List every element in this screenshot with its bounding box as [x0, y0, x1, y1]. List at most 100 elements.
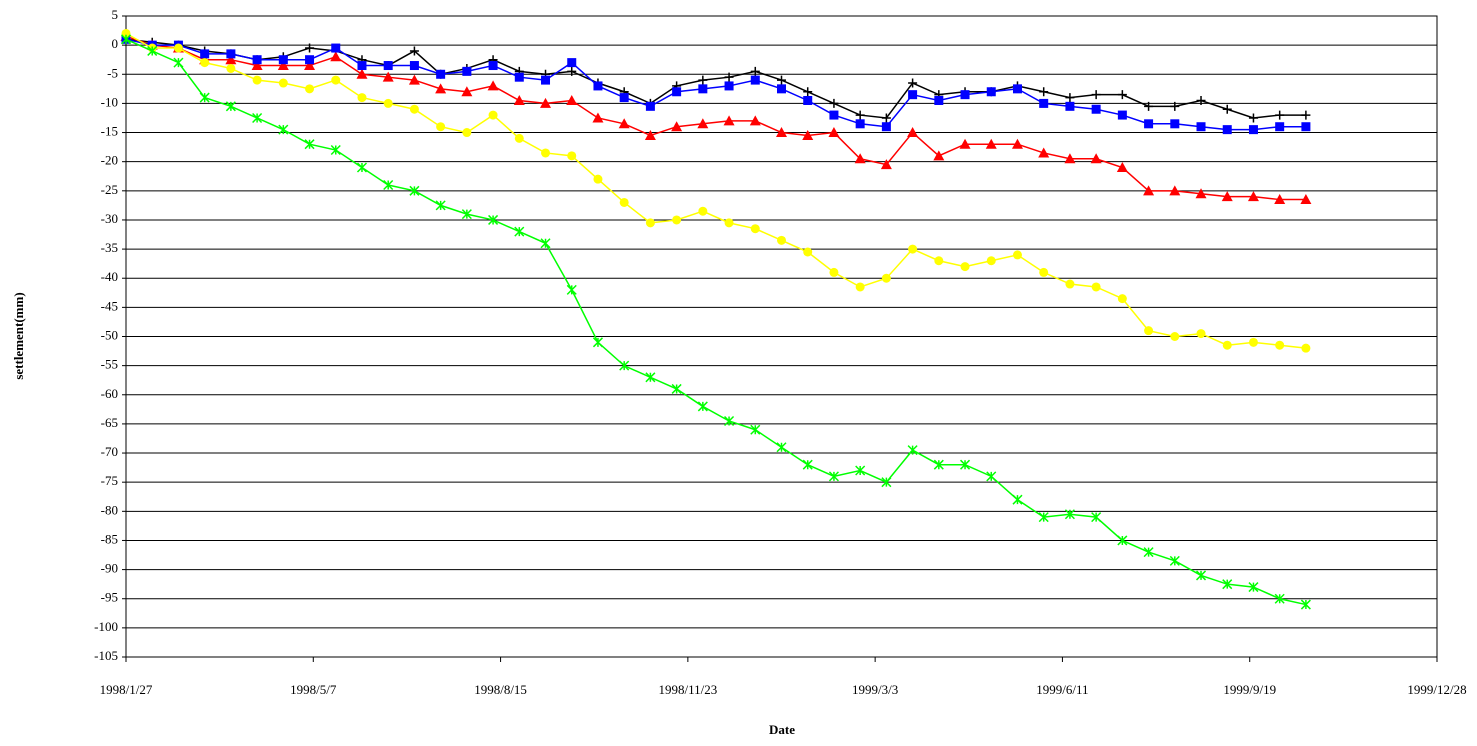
marker [330, 51, 342, 62]
y-tick-label: -40 [101, 269, 118, 284]
marker [173, 43, 183, 53]
marker [1091, 512, 1102, 523]
marker [934, 95, 944, 105]
y-tick-label: -80 [101, 502, 118, 517]
marker [1065, 279, 1075, 289]
marker [1064, 509, 1075, 520]
marker [1170, 119, 1180, 129]
marker [985, 138, 997, 149]
y-tick-label: -60 [101, 386, 118, 401]
marker [907, 445, 918, 456]
marker [331, 43, 341, 53]
marker [1144, 101, 1154, 111]
marker [567, 66, 577, 76]
x-tick-label: 1999/12/28 [1407, 682, 1466, 697]
marker [1012, 250, 1022, 260]
marker [777, 84, 786, 94]
marker [1195, 570, 1207, 581]
marker [645, 218, 655, 228]
marker [567, 151, 577, 161]
marker [724, 415, 735, 427]
marker [777, 75, 786, 85]
marker [697, 401, 708, 412]
marker [383, 179, 394, 191]
marker [383, 61, 393, 71]
marker [1274, 194, 1286, 205]
marker [829, 110, 839, 120]
marker [435, 200, 446, 211]
marker [1143, 547, 1154, 558]
marker [357, 93, 367, 103]
marker [724, 81, 734, 91]
marker [1091, 282, 1101, 292]
marker [409, 61, 419, 71]
marker [1196, 122, 1206, 132]
x-tick-label: 1998/11/23 [658, 682, 717, 697]
marker [436, 69, 446, 79]
marker [357, 61, 367, 71]
plot-frame [125, 15, 1438, 658]
y-tick-label: -75 [101, 473, 118, 488]
marker [304, 139, 315, 150]
y-tick-label: -105 [94, 648, 118, 663]
marker [986, 87, 996, 97]
marker [278, 124, 289, 135]
series-line [125, 38, 1307, 606]
marker [1012, 494, 1023, 505]
marker [1011, 138, 1023, 149]
marker [1222, 125, 1232, 135]
marker [592, 112, 604, 123]
marker [1301, 110, 1311, 120]
marker [541, 148, 551, 158]
marker [1117, 535, 1128, 546]
y-tick-label: -50 [101, 327, 118, 342]
marker [644, 129, 656, 140]
y-tick-label: -35 [101, 240, 118, 255]
marker [120, 34, 132, 45]
marker [829, 267, 839, 277]
marker [750, 424, 761, 435]
marker [908, 78, 918, 88]
marker [1248, 582, 1259, 593]
marker [724, 218, 734, 228]
marker [408, 74, 420, 85]
marker [1117, 90, 1127, 100]
marker [1275, 122, 1285, 132]
marker [1222, 104, 1232, 114]
marker [1300, 599, 1311, 610]
marker [986, 256, 996, 266]
marker [1091, 90, 1101, 100]
marker [356, 68, 368, 79]
marker [1275, 340, 1285, 350]
marker [305, 43, 315, 53]
marker [199, 92, 210, 103]
y-tick-label: -85 [101, 531, 118, 546]
marker [855, 119, 865, 129]
marker [933, 459, 944, 470]
marker [802, 129, 814, 140]
marker [829, 98, 839, 108]
marker [1090, 153, 1102, 164]
x-tick-label: 1998/5/7 [290, 682, 337, 697]
marker [855, 110, 865, 120]
marker [672, 87, 682, 97]
x-axis-title: Date [769, 722, 795, 737]
marker [960, 90, 970, 100]
marker [1274, 593, 1285, 604]
marker [776, 442, 787, 453]
marker [514, 72, 524, 82]
marker [226, 63, 236, 73]
marker [803, 247, 813, 257]
marker [566, 94, 578, 105]
y-tick-label: -20 [101, 153, 118, 168]
marker [1144, 119, 1154, 129]
marker [436, 122, 446, 132]
marker [1144, 326, 1154, 336]
marker [225, 101, 236, 112]
marker [1117, 110, 1127, 120]
marker [881, 122, 891, 132]
marker [1300, 194, 1312, 205]
marker [1038, 147, 1050, 158]
marker [1301, 122, 1311, 132]
marker [540, 97, 552, 108]
